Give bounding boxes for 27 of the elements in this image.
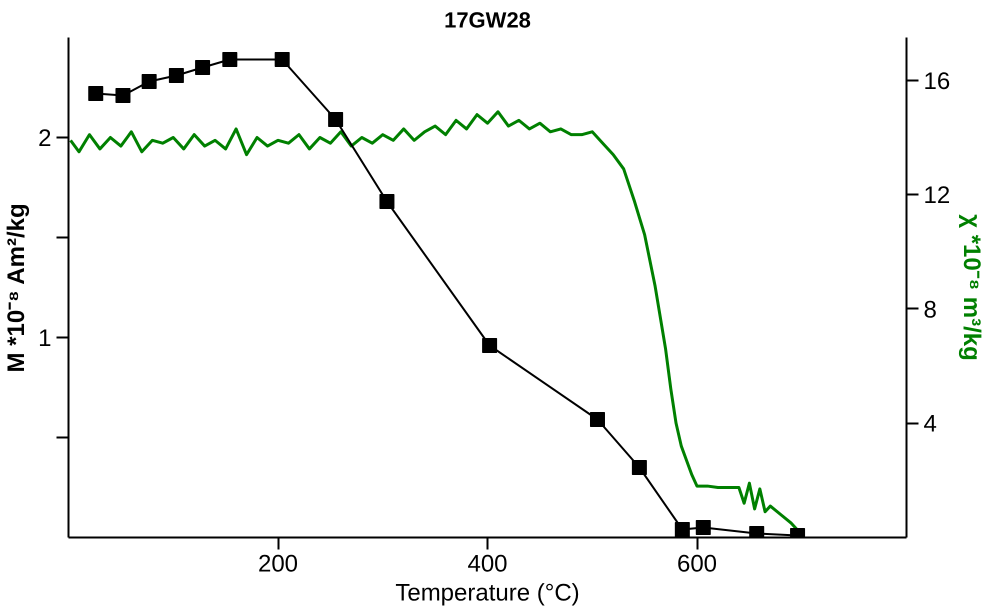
point	[482, 338, 498, 353]
y2-tick-label: 8	[924, 296, 937, 324]
y2-axis-title: χ *10⁻⁸ m³/kg	[958, 214, 986, 361]
point	[274, 52, 290, 67]
point	[115, 88, 130, 103]
point	[632, 460, 647, 475]
x-tick-label: 600	[676, 550, 718, 578]
point	[142, 74, 157, 89]
y2-tick-label: 12	[924, 182, 950, 210]
y2-tick-label: 16	[924, 68, 950, 95]
point	[168, 68, 184, 83]
point	[328, 112, 344, 127]
point	[696, 520, 711, 535]
point	[674, 522, 690, 537]
point	[379, 194, 394, 209]
y2-tick-label: 4	[924, 410, 937, 438]
point	[222, 52, 238, 67]
y-axis-title: M *10⁻⁸ Am²/kg	[3, 203, 30, 373]
y-tick-label: 1	[38, 325, 52, 352]
chart-title: 17GW28	[444, 8, 531, 32]
x-axis-title: Temperature (°C)	[395, 580, 580, 606]
point	[590, 412, 605, 427]
y-tick-label: 2	[38, 125, 52, 152]
x-tick-label: 200	[258, 550, 298, 578]
point	[195, 60, 210, 75]
x-tick-label: 400	[467, 550, 508, 578]
point	[88, 86, 104, 101]
